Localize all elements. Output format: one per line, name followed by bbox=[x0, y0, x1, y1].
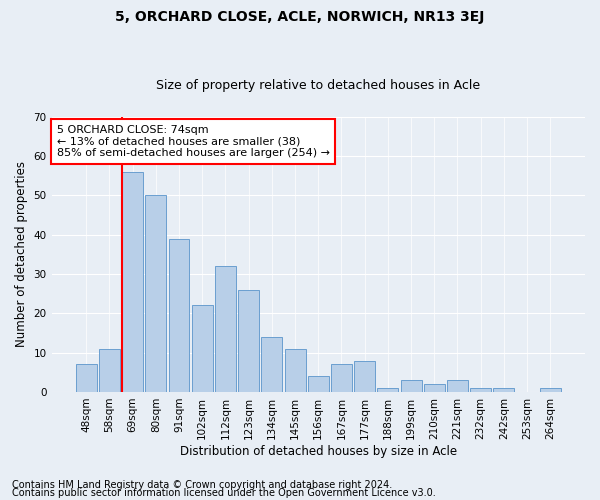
X-axis label: Distribution of detached houses by size in Acle: Distribution of detached houses by size … bbox=[180, 444, 457, 458]
Bar bbox=[377, 388, 398, 392]
Bar bbox=[331, 364, 352, 392]
Bar bbox=[238, 290, 259, 392]
Bar bbox=[76, 364, 97, 392]
Bar bbox=[169, 238, 190, 392]
Bar bbox=[284, 348, 305, 392]
Title: Size of property relative to detached houses in Acle: Size of property relative to detached ho… bbox=[156, 79, 481, 92]
Bar bbox=[308, 376, 329, 392]
Bar bbox=[401, 380, 422, 392]
Text: 5 ORCHARD CLOSE: 74sqm
← 13% of detached houses are smaller (38)
85% of semi-det: 5 ORCHARD CLOSE: 74sqm ← 13% of detached… bbox=[57, 125, 330, 158]
Bar bbox=[122, 172, 143, 392]
Text: Contains HM Land Registry data © Crown copyright and database right 2024.: Contains HM Land Registry data © Crown c… bbox=[12, 480, 392, 490]
Bar bbox=[215, 266, 236, 392]
Bar bbox=[354, 360, 375, 392]
Bar bbox=[99, 348, 120, 392]
Bar bbox=[470, 388, 491, 392]
Bar bbox=[192, 306, 212, 392]
Text: Contains public sector information licensed under the Open Government Licence v3: Contains public sector information licen… bbox=[12, 488, 436, 498]
Bar bbox=[145, 196, 166, 392]
Bar bbox=[493, 388, 514, 392]
Bar bbox=[262, 337, 283, 392]
Text: 5, ORCHARD CLOSE, ACLE, NORWICH, NR13 3EJ: 5, ORCHARD CLOSE, ACLE, NORWICH, NR13 3E… bbox=[115, 10, 485, 24]
Bar bbox=[424, 384, 445, 392]
Bar bbox=[447, 380, 468, 392]
Y-axis label: Number of detached properties: Number of detached properties bbox=[15, 162, 28, 348]
Bar bbox=[540, 388, 561, 392]
